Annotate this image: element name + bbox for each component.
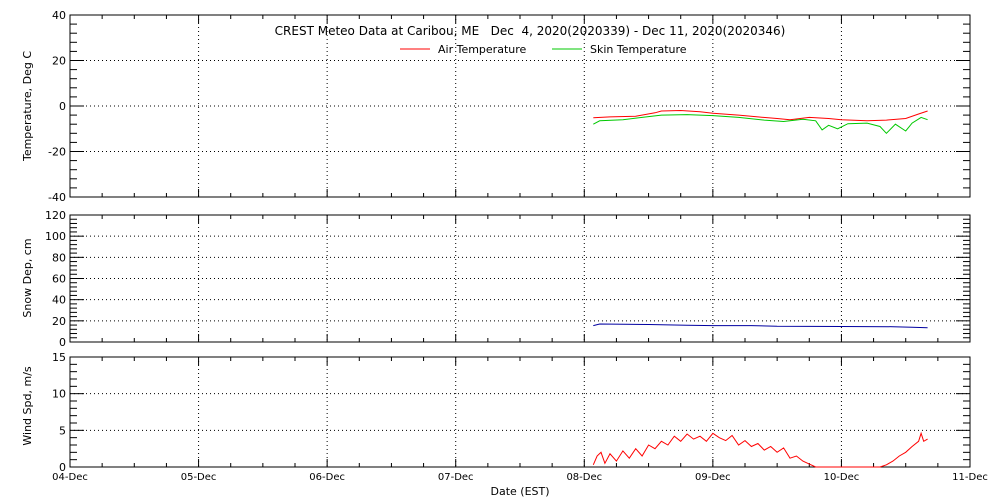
panel-2-ytick-label: 5 — [59, 424, 66, 437]
ylabel-snow: Snow Dep, cm — [21, 238, 34, 317]
xlabel: Date (EST) — [490, 485, 549, 498]
panel-2-series-0-line — [592, 431, 928, 468]
legend-air-label: Air Temperature — [438, 43, 527, 56]
x-tick-label: 10-Dec — [824, 472, 860, 483]
panel-0-ytick-label: 0 — [59, 100, 66, 113]
panel-1-series-0-line — [593, 323, 928, 329]
panel-2-ytick-label: 10 — [52, 388, 66, 401]
panel-2-frame — [69, 356, 971, 468]
panel-1-ytick-label: 0 — [59, 336, 66, 349]
panel-1-ytick-label: 80 — [52, 251, 66, 264]
chart-title: CREST Meteo Data at Caribou, ME Dec 4, 2… — [275, 24, 786, 38]
x-tick-label: 09-Dec — [695, 472, 731, 483]
panel-1-ytick-label: 60 — [52, 273, 66, 286]
legend: Air Temperature Skin Temperature — [400, 43, 687, 56]
x-tick-label: 04-Dec — [52, 472, 88, 483]
x-tick-label: 07-Dec — [438, 472, 474, 483]
x-tick-label: 05-Dec — [181, 472, 217, 483]
panel-0-series-0-line — [593, 109, 928, 122]
panel-0-ytick-label: 20 — [52, 55, 66, 68]
x-tick-label: 11-Dec — [952, 472, 988, 483]
ylabel-wind: Wind Spd, m/s — [21, 366, 34, 446]
x-tick-label: 06-Dec — [309, 472, 345, 483]
panel-0-ytick-label: -20 — [48, 146, 66, 159]
panel-2-ytick-label: 0 — [59, 461, 66, 474]
panel-1-ytick-label: 20 — [52, 315, 66, 328]
panel-0-ytick-label: -40 — [48, 191, 66, 204]
legend-skin-label: Skin Temperature — [590, 43, 687, 56]
panel-1-ytick-label: 40 — [52, 294, 66, 307]
panel-0-series-1-line — [593, 114, 928, 135]
chart-layer: -40 -20 0 20 40 0 20 40 60 80 100 120 0 5 10 15 04-Dec 05… — [45, 9, 988, 483]
x-tick-label: 08-Dec — [566, 472, 602, 483]
panel-0-ytick-label: 40 — [52, 9, 66, 22]
ylabel-temperature: Temperature, Deg C — [21, 51, 34, 162]
panel-2-ytick-label: 15 — [52, 351, 66, 364]
panel-1-ytick-label: 120 — [45, 209, 66, 222]
panel-1-ytick-label: 100 — [45, 230, 66, 243]
